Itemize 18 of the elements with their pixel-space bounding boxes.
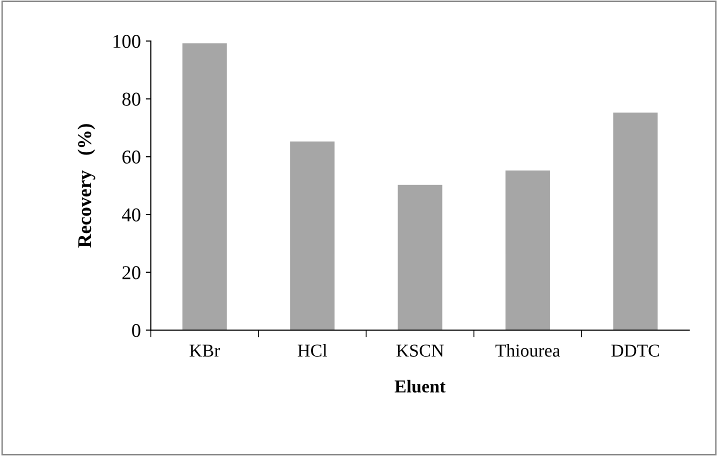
bar [505,170,550,330]
x-tick-label: HCl [298,344,328,357]
bar [290,142,335,330]
y-tick-label: 40 [122,208,140,222]
y-tick-label: 60 [122,150,140,164]
bar [398,184,442,330]
bar [613,112,658,330]
y-tick-label: 0 [132,324,140,338]
x-axis-title: Eluent [394,380,446,393]
y-axis-title: Recovery (%) [78,124,96,248]
x-tick-label: Thiourea [495,344,560,357]
y-tick-label: 80 [122,92,140,106]
bar [182,43,227,330]
y-tick-label: 20 [122,266,140,280]
x-tick-label: KSCN [396,344,444,357]
x-tick-label: KBr [190,344,220,357]
y-tick-label: 100 [114,34,140,48]
x-tick-label: DDTC [611,344,660,357]
